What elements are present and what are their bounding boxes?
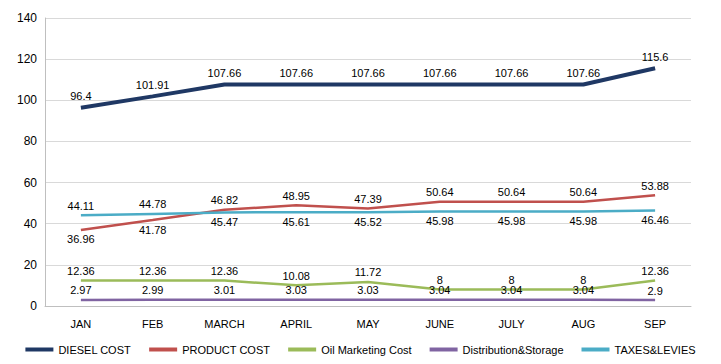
svg-text:10.08: 10.08 [282,270,310,282]
svg-text:JUNE: JUNE [425,318,454,330]
svg-text:120: 120 [17,52,37,66]
svg-text:45.98: 45.98 [426,215,454,227]
svg-text:11.72: 11.72 [355,266,382,278]
svg-text:8: 8 [580,274,587,286]
svg-text:50.64: 50.64 [426,186,454,198]
svg-text:2.9: 2.9 [647,285,662,297]
svg-text:12.36: 12.36 [211,265,239,277]
svg-text:96.4: 96.4 [70,90,91,102]
svg-text:46.46: 46.46 [641,214,669,226]
svg-text:45.61: 45.61 [282,216,310,228]
svg-text:48.95: 48.95 [282,190,310,202]
svg-text:140: 140 [17,11,37,25]
svg-text:Distribution&Storage: Distribution&Storage [463,344,564,356]
svg-text:115.6: 115.6 [642,51,669,63]
svg-text:60: 60 [24,176,38,190]
svg-text:PRODUCT COST: PRODUCT COST [182,344,270,356]
svg-text:JAN: JAN [70,318,91,330]
svg-text:DIESEL COST: DIESEL COST [58,344,131,356]
svg-text:107.66: 107.66 [351,67,385,79]
svg-text:36.96: 36.96 [67,233,95,245]
svg-text:45.47: 45.47 [211,216,239,228]
svg-text:101.91: 101.91 [136,79,170,91]
svg-text:12.36: 12.36 [67,265,95,277]
svg-text:FEB: FEB [142,318,163,330]
svg-text:44.78: 44.78 [139,198,167,210]
svg-text:JULY: JULY [499,318,526,330]
svg-text:TAXES&LEVIES: TAXES&LEVIES [614,344,695,356]
svg-text:41.78: 41.78 [139,224,167,236]
svg-text:12.36: 12.36 [641,265,669,277]
svg-text:46.82: 46.82 [211,194,239,206]
svg-text:3.04: 3.04 [573,284,594,296]
svg-text:107.66: 107.66 [279,67,313,79]
svg-text:2.99: 2.99 [142,284,163,296]
svg-text:8: 8 [436,274,443,286]
svg-text:45.98: 45.98 [570,215,598,227]
svg-text:45.52: 45.52 [354,216,382,228]
svg-text:20: 20 [24,258,38,272]
svg-text:APRIL: APRIL [280,318,312,330]
svg-text:3.04: 3.04 [429,284,450,296]
svg-text:50.64: 50.64 [570,186,598,198]
svg-text:MAY: MAY [356,318,380,330]
svg-text:40: 40 [24,217,38,231]
svg-text:AUG: AUG [571,318,595,330]
svg-text:45.98: 45.98 [498,215,526,227]
svg-text:SEP: SEP [644,318,666,330]
svg-text:MARCH: MARCH [204,318,244,330]
svg-text:107.66: 107.66 [495,67,529,79]
svg-text:107.66: 107.66 [567,67,601,79]
svg-text:107.66: 107.66 [423,67,457,79]
svg-text:3.01: 3.01 [214,284,235,296]
svg-text:Oil Marketing Cost: Oil Marketing Cost [321,344,411,356]
svg-text:3.03: 3.03 [357,284,378,296]
svg-text:3.03: 3.03 [286,284,307,296]
svg-text:47.39: 47.39 [354,193,382,205]
svg-text:2.97: 2.97 [70,284,91,296]
svg-text:12.36: 12.36 [139,265,167,277]
svg-text:3.04: 3.04 [501,284,522,296]
svg-text:44.11: 44.11 [68,200,95,212]
svg-text:100: 100 [17,93,37,107]
svg-text:0: 0 [30,299,37,313]
svg-text:53.88: 53.88 [641,180,669,192]
svg-text:8: 8 [508,274,515,286]
svg-text:80: 80 [24,134,38,148]
svg-text:107.66: 107.66 [208,67,242,79]
svg-text:50.64: 50.64 [498,186,526,198]
